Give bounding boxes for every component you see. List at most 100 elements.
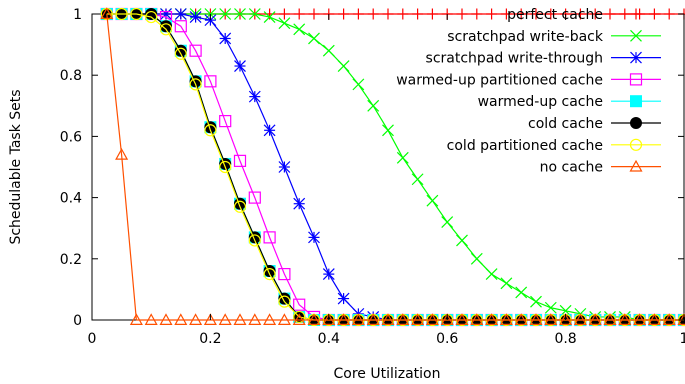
legend-label: no cache	[540, 160, 603, 176]
data-point-scratchpad-write-back	[470, 252, 483, 265]
data-point-no-cache	[647, 313, 661, 325]
y-axis-label: Schedulable Task Sets	[8, 89, 24, 244]
data-point-no-cache	[218, 313, 232, 325]
data-point-cold-partitioned-cache	[115, 7, 128, 21]
data-point-no-cache	[559, 313, 573, 325]
data-point-perfect-cache	[515, 8, 527, 20]
x-tick-label: 0.8	[554, 331, 576, 347]
legend-entry-scratchpad-write-back: scratchpad write-back	[447, 29, 661, 45]
data-point-cold-partitioned-cache	[204, 124, 217, 137]
data-point-warmed-up-partitioned-cache	[248, 191, 261, 204]
data-point-no-cache	[603, 313, 617, 325]
data-point-scratchpad-write-back-b	[544, 301, 557, 314]
data-point-perfect-cache	[367, 8, 379, 20]
legend-label: cold partitioned cache	[447, 138, 603, 154]
legend: perfect cache scratchpad write-back scratc…	[396, 7, 661, 176]
data-point-no-cache	[529, 313, 543, 325]
data-point-cold-partitioned-cache	[159, 23, 173, 36]
y-tick-label: 1	[73, 7, 82, 23]
data-point-cold-partitioned-cache	[189, 78, 202, 91]
x-tick-label: 1	[680, 331, 685, 347]
data-point-scratchpad-write-back	[352, 78, 365, 91]
data-point-no-cache	[411, 313, 425, 325]
data-point-scratchpad-write-through	[248, 90, 261, 103]
data-point-scratchpad-write-back-b	[248, 8, 261, 20]
data-point-scratchpad-write-back	[515, 286, 528, 299]
data-point-scratchpad-write-through-b	[234, 60, 246, 72]
data-point-scratchpad-write-back	[456, 234, 468, 247]
y-tick-label: 0.8	[60, 68, 82, 84]
data-point-warmed-up-partitioned-cache	[293, 298, 306, 311]
data-point-scratchpad-write-back-b	[485, 268, 498, 281]
data-point-perfect-cache	[278, 8, 290, 20]
series-line-scratchpad-write-back	[106, 13, 684, 321]
data-point-cold-partitioned-cache	[145, 10, 158, 24]
data-point-no-cache	[277, 313, 291, 325]
data-point-scratchpad-write-back-b	[337, 60, 350, 72]
legend-entry-no-cache: no cache	[540, 160, 661, 176]
data-point-no-cache	[440, 313, 454, 325]
data-point-scratchpad-write-through-b	[189, 11, 202, 23]
data-point-warmed-up-partitioned-cache	[278, 268, 291, 281]
data-point-scratchpad-write-back-b	[426, 194, 439, 207]
x-tick-label: 0.4	[318, 331, 340, 347]
data-point-scratchpad-write-back	[441, 216, 454, 229]
data-point-scratchpad-write-through	[293, 197, 306, 210]
legend-entry-warmed-up-partitioned-cache: warmed-up partitioned cache	[396, 72, 661, 88]
data-point-perfect-cache	[500, 8, 512, 20]
legend-marker	[630, 51, 642, 64]
legend-entry-cold-cache: cold cache	[528, 116, 661, 132]
data-point-no-cache	[514, 313, 528, 325]
data-point-no-cache	[263, 313, 277, 325]
data-point-scratchpad-write-through	[160, 8, 172, 20]
data-point-scratchpad-write-back	[411, 173, 424, 186]
data-point-scratchpad-write-back	[278, 17, 291, 30]
data-point-perfect-cache	[589, 8, 601, 20]
data-point-no-cache	[662, 313, 676, 325]
data-point-scratchpad-write-back-b	[322, 44, 335, 57]
legend-marker-b	[630, 29, 642, 42]
data-point-scratchpad-write-through-b	[160, 8, 172, 20]
data-point-cold-partitioned-cache	[174, 47, 187, 60]
data-point-cold-partitioned-cache	[263, 268, 276, 281]
data-point-scratchpad-write-through	[337, 292, 350, 305]
data-point-scratchpad-write-back	[382, 124, 394, 137]
y-tick-label: 0.6	[60, 129, 82, 145]
data-point-perfect-cache	[663, 8, 675, 20]
data-point-no-cache	[159, 313, 173, 325]
legend-label: scratchpad write-through	[426, 51, 603, 67]
x-tick-label: 0.6	[436, 331, 458, 347]
data-point-scratchpad-write-back-b	[234, 8, 246, 20]
data-point-scratchpad-write-back	[293, 23, 306, 36]
data-point-cold-partitioned-cache	[278, 295, 291, 308]
data-point-no-cache	[381, 313, 395, 325]
data-point-warmed-up-partitioned-cache	[233, 154, 247, 167]
data-point-perfect-cache	[471, 8, 483, 20]
data-point-no-cache	[337, 313, 351, 325]
data-point-warmed-up-partitioned-cache	[263, 231, 276, 244]
data-point-warmed-up-partitioned-cache	[204, 75, 217, 88]
data-point-scratchpad-write-back	[485, 268, 498, 281]
legend-marker	[629, 138, 643, 151]
data-point-scratchpad-write-through-b	[174, 8, 187, 20]
data-point-scratchpad-write-back	[500, 277, 513, 290]
data-point-perfect-cache	[397, 8, 409, 20]
data-point-no-cache	[248, 313, 262, 325]
data-point-no-cache	[588, 313, 602, 325]
data-point-no-cache	[307, 313, 321, 325]
data-point-scratchpad-write-back-b	[308, 32, 320, 45]
data-point-scratchpad-write-back-b	[530, 295, 542, 308]
data-point-scratchpad-write-back	[234, 8, 246, 20]
data-point-no-cache	[322, 313, 336, 325]
y-tick-label: 0.4	[60, 191, 82, 207]
data-point-warmed-up-partitioned-cache	[189, 44, 202, 57]
data-point-cold-cache	[160, 20, 172, 33]
legend-label: cold cache	[528, 116, 603, 132]
data-point-scratchpad-write-back	[322, 44, 335, 57]
data-point-scratchpad-write-back	[219, 8, 232, 20]
legend-marker	[629, 73, 643, 86]
data-point-warmed-up-partitioned-cache	[174, 20, 187, 33]
legend-label: perfect cache	[507, 7, 603, 23]
legend-entry-perfect-cache: perfect cache	[507, 7, 661, 23]
data-point-scratchpad-write-back	[544, 301, 557, 314]
